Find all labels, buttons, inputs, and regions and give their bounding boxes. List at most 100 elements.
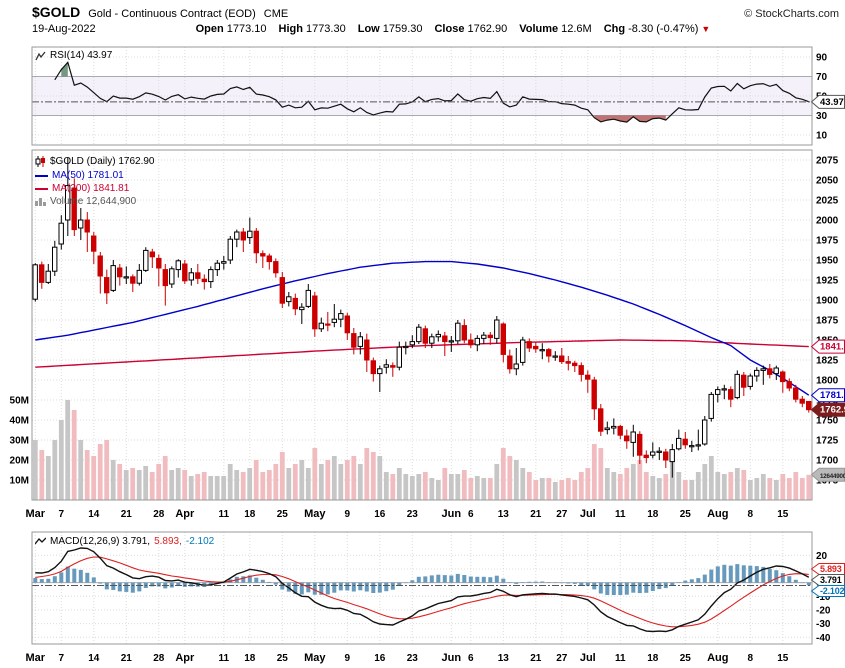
svg-text:13: 13: [498, 509, 510, 520]
svg-text:7: 7: [59, 509, 65, 520]
stat-open: Open 1773.10: [195, 23, 267, 35]
svg-text:2075: 2075: [816, 156, 839, 167]
svg-text:90: 90: [816, 53, 828, 64]
svg-text:15: 15: [777, 509, 789, 520]
volume-bars-icon: [35, 198, 46, 206]
svg-text:20: 20: [816, 551, 828, 562]
svg-text:18: 18: [647, 653, 659, 664]
svg-text:-20: -20: [816, 605, 831, 616]
svg-text:Mar: Mar: [26, 652, 46, 664]
ma50-legend-label: MA(50) 1781.01: [52, 170, 124, 181]
svg-text:16: 16: [374, 653, 386, 664]
svg-text:5.893: 5.893: [820, 564, 842, 574]
svg-text:1781.01: 1781.01: [820, 390, 845, 401]
candlestick-icon: [35, 156, 45, 167]
svg-text:2000: 2000: [816, 216, 839, 227]
macd-signal-value: 5.893,: [154, 536, 182, 547]
svg-text:11: 11: [615, 509, 626, 520]
svg-text:9: 9: [345, 509, 351, 520]
stockcharts-credit: © StockCharts.com: [744, 8, 839, 20]
svg-text:18: 18: [647, 509, 659, 520]
symbol: $GOLD: [32, 4, 81, 20]
svg-text:3.791: 3.791: [820, 575, 842, 585]
svg-text:20M: 20M: [10, 456, 29, 467]
svg-text:1975: 1975: [816, 236, 839, 247]
macd-line: [35, 547, 810, 633]
svg-text:50M: 50M: [10, 396, 29, 407]
svg-text:25: 25: [277, 509, 289, 520]
svg-text:1800: 1800: [816, 376, 839, 387]
ma200-line: [35, 339, 809, 368]
svg-text:Apr: Apr: [175, 652, 195, 664]
stat-volume: Volume 12.6M: [519, 23, 592, 35]
svg-text:1925: 1925: [816, 276, 839, 287]
svg-text:16: 16: [374, 509, 386, 520]
svg-text:15: 15: [777, 653, 789, 664]
svg-text:30M: 30M: [10, 436, 29, 447]
svg-text:1725: 1725: [816, 436, 839, 447]
svg-text:43.97: 43.97: [820, 97, 844, 108]
svg-text:9: 9: [345, 653, 351, 664]
stat-chg: Chg -8.30 (-0.47%): [603, 23, 699, 35]
svg-text:Jun: Jun: [442, 652, 462, 664]
symbol-description: Gold - Continuous Contract (EOD): [88, 8, 256, 20]
ma200-legend-label: MA(200) 1841.81: [52, 183, 130, 194]
ma200-line-icon: [35, 187, 48, 190]
chart-header: $GOLD Gold - Continuous Contract (EOD) C…: [32, 4, 839, 20]
svg-text:1900: 1900: [816, 296, 839, 307]
svg-text:28: 28: [153, 653, 165, 664]
svg-text:-40: -40: [816, 633, 831, 644]
svg-text:10M: 10M: [10, 476, 29, 487]
svg-text:Jul: Jul: [580, 508, 596, 520]
svg-text:23: 23: [407, 509, 419, 520]
svg-text:13: 13: [498, 653, 510, 664]
svg-text:27: 27: [556, 653, 568, 664]
svg-text:11: 11: [219, 653, 230, 664]
ma50-legend: MA(50) 1781.01: [35, 170, 124, 181]
svg-text:1750: 1750: [816, 416, 839, 427]
svg-text:7: 7: [59, 653, 65, 664]
svg-text:14: 14: [88, 509, 100, 520]
macd-legend-icon: [35, 537, 46, 545]
macd-series: [33, 547, 811, 633]
quote-date: 19-Aug-2022: [32, 23, 96, 35]
svg-text:May: May: [304, 652, 326, 664]
svg-text:Mar: Mar: [26, 508, 46, 520]
svg-text:21: 21: [121, 509, 133, 520]
svg-text:70: 70: [816, 72, 828, 83]
svg-text:23: 23: [407, 653, 419, 664]
macd-hist-value: -2.102: [185, 536, 215, 547]
ma50-line-icon: [35, 174, 48, 177]
svg-text:1825: 1825: [816, 356, 839, 367]
svg-text:18: 18: [244, 653, 256, 664]
rsi-legend-label: RSI(14) 43.97: [50, 50, 113, 61]
svg-text:11: 11: [219, 509, 230, 520]
svg-text:25: 25: [277, 653, 289, 664]
rsi-legend: RSI(14) 43.97: [35, 50, 112, 61]
svg-text:-10: -10: [816, 592, 831, 603]
svg-text:1700: 1700: [816, 456, 839, 467]
stat-high: High 1773.30: [278, 23, 346, 35]
price-legend: $GOLD (Daily) 1762.90: [35, 156, 155, 167]
svg-text:1950: 1950: [816, 256, 839, 267]
svg-text:May: May: [304, 508, 326, 520]
svg-text:21: 21: [121, 653, 133, 664]
svg-text:10: 10: [816, 131, 828, 142]
macd-legend: MACD(12,26,9) 3.791, 5.893, -2.102: [35, 536, 214, 547]
svg-text:1762.9: 1762.9: [820, 405, 845, 416]
stat-low: Low 1759.30: [357, 23, 423, 35]
svg-text:2050: 2050: [816, 176, 839, 187]
volume-legend: Volume 12,644,900: [35, 196, 136, 207]
svg-text:-2.102: -2.102: [820, 586, 845, 596]
svg-text:18: 18: [244, 509, 256, 520]
svg-text:6: 6: [468, 509, 474, 520]
quote-row: 19-Aug-2022 Open 1773.10 High 1773.30 Low 1…: [32, 23, 835, 35]
svg-text:Apr: Apr: [175, 508, 195, 520]
macd-legend-label: MACD(12,26,9) 3.791,: [50, 536, 151, 547]
svg-text:11: 11: [615, 653, 626, 664]
svg-text:27: 27: [556, 509, 568, 520]
rsi-legend-icon: [35, 51, 46, 60]
svg-text:-30: -30: [816, 619, 831, 630]
